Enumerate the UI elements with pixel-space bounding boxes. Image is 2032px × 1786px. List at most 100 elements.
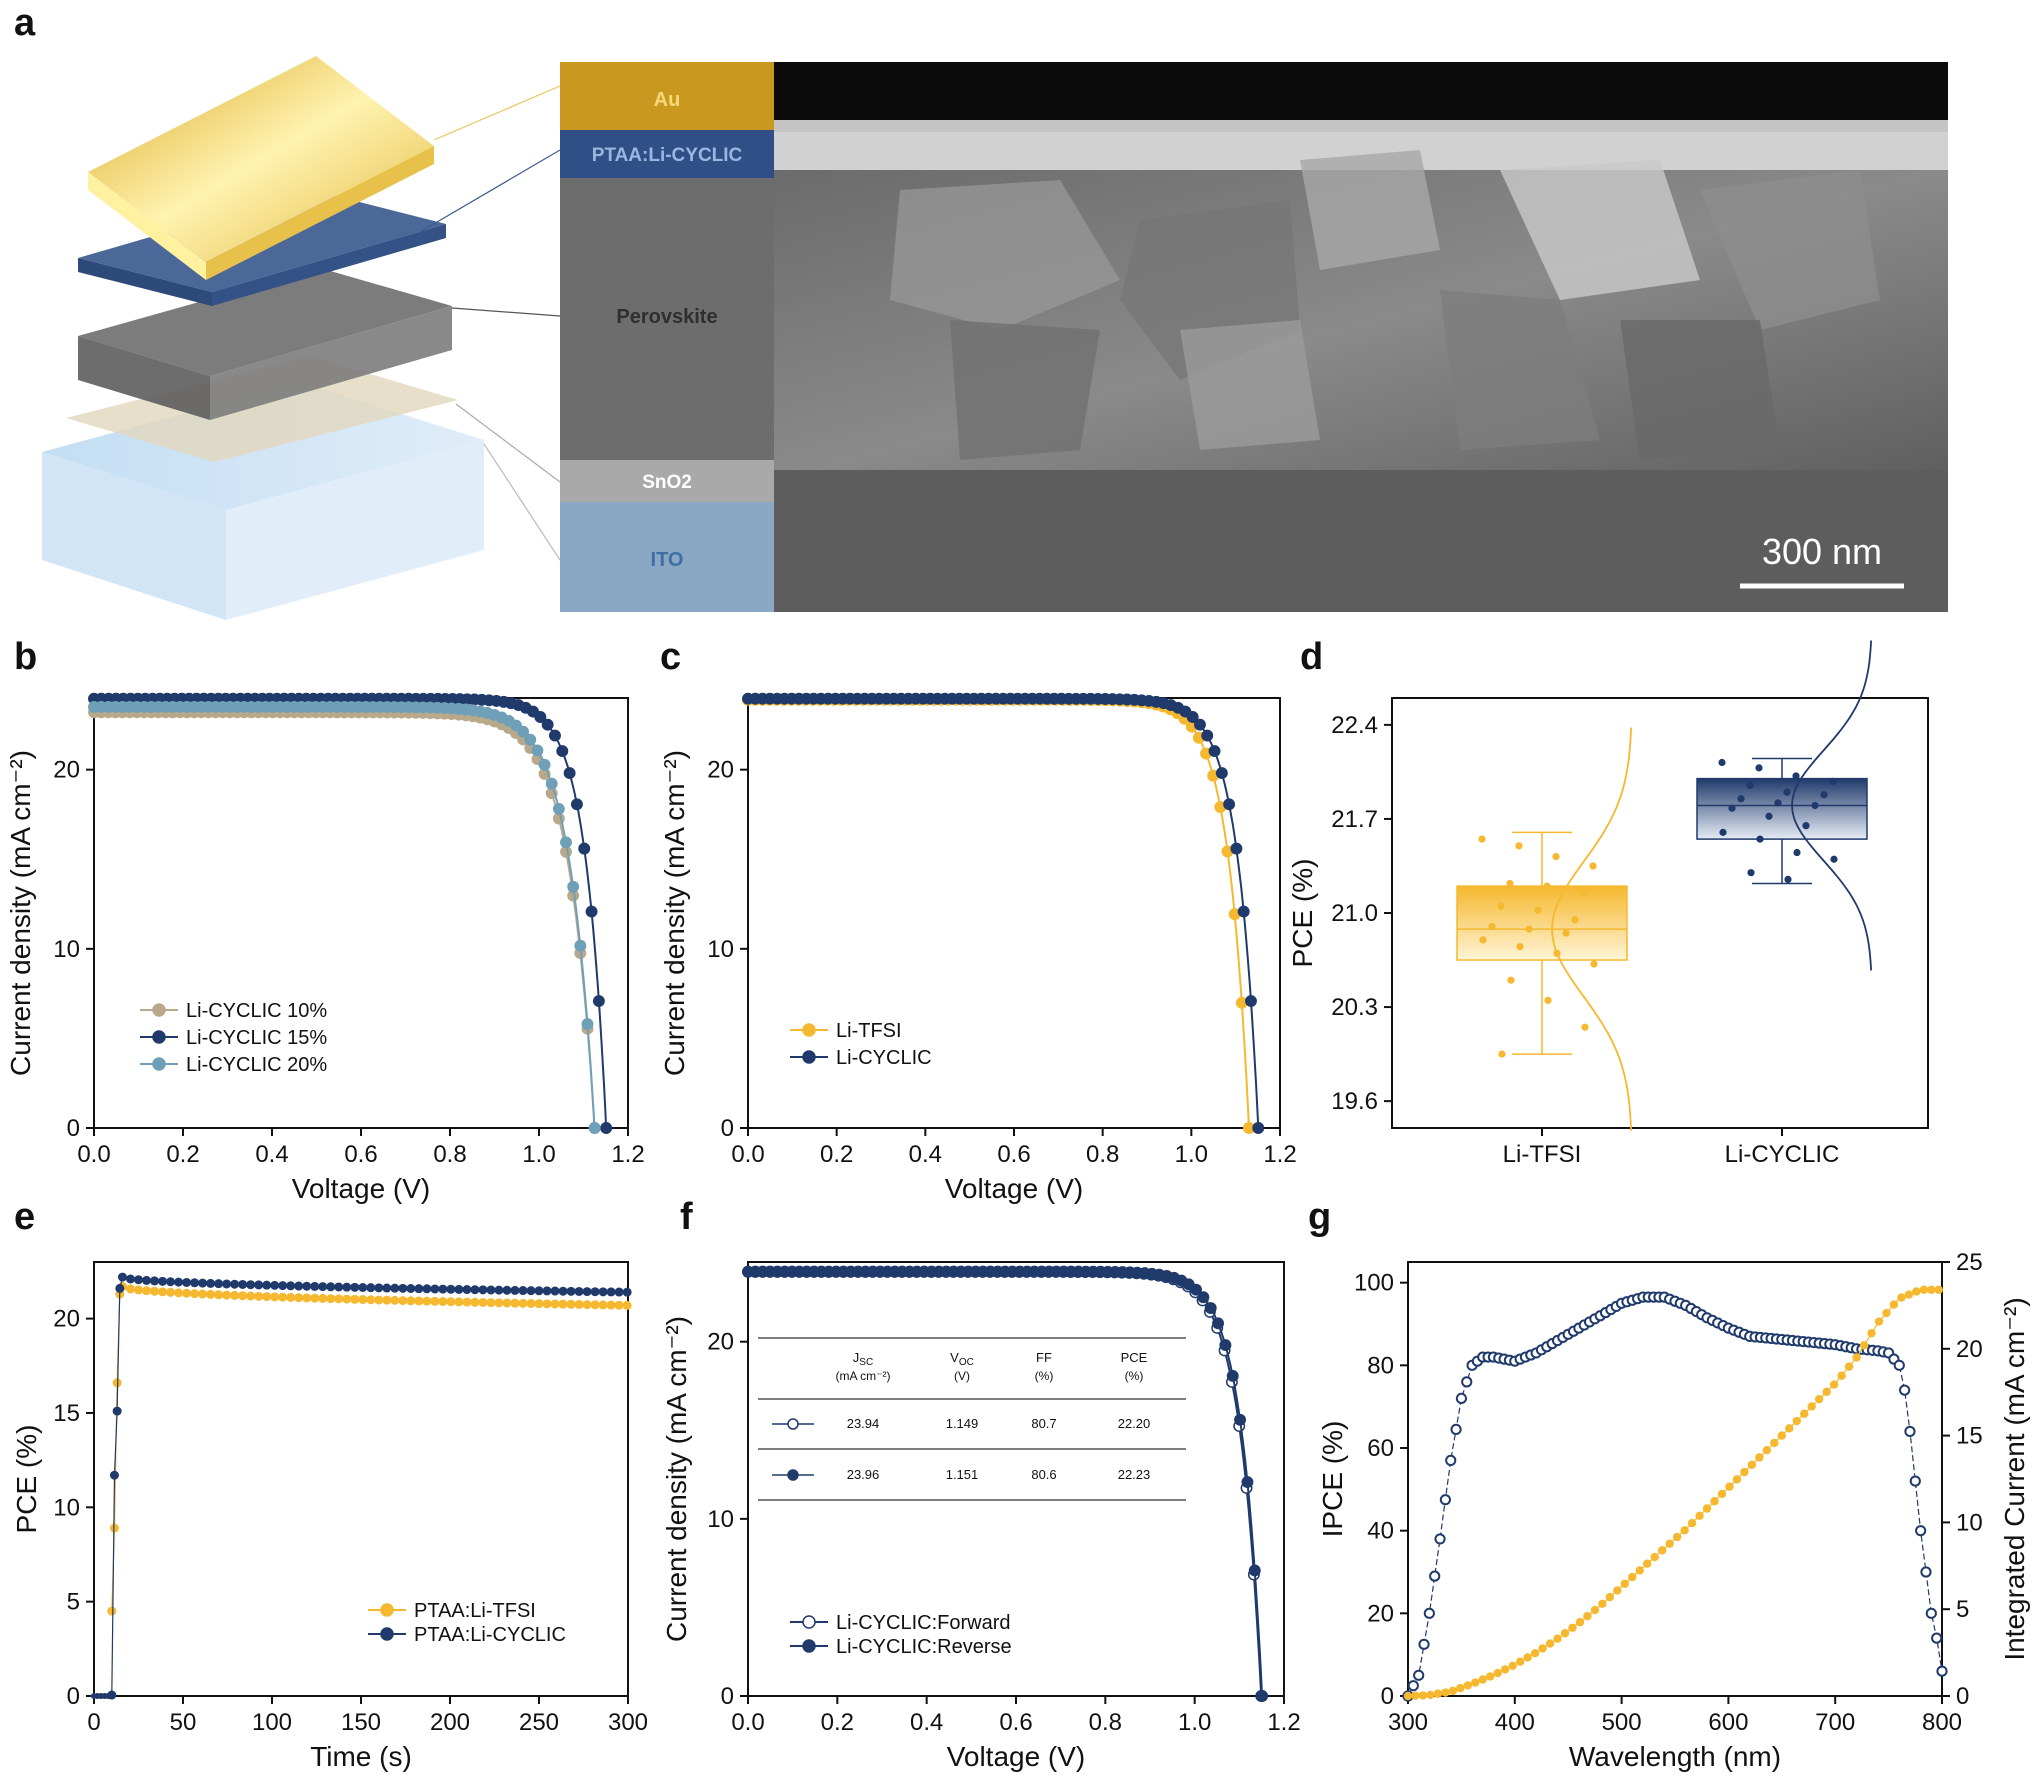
data-point	[1687, 1518, 1697, 1528]
data-point	[1852, 1353, 1861, 1362]
box-point	[1783, 788, 1791, 796]
series-line-ptaa-li-tfsi	[111, 1285, 628, 1612]
panel-letter-c: c	[660, 636, 682, 678]
panel-c-xaxis-label: Voltage (V)	[945, 1173, 1084, 1204]
data-point	[1837, 1371, 1846, 1380]
panel-c-ytick-label: 0	[721, 1115, 734, 1142]
panel-g-ytick-label: 20	[1367, 1600, 1394, 1627]
panel-g-plot-frame	[1407, 1261, 1943, 1697]
panel-c-xtick-label: 0.4	[909, 1141, 942, 1168]
data-point	[1740, 1467, 1749, 1477]
data-point	[1882, 1308, 1891, 1318]
panel-b-yaxis-label: Current density (mA cm⁻²)	[5, 750, 36, 1076]
box-point	[1506, 879, 1514, 888]
panel-letter-f: f	[680, 1196, 693, 1238]
data-point	[1493, 1668, 1502, 1678]
box-point	[1498, 1050, 1506, 1058]
device-stack-illustration	[42, 56, 561, 620]
data-point	[1732, 1475, 1742, 1484]
table-cell: 22.23	[1118, 1467, 1151, 1482]
data-point	[1411, 1691, 1420, 1700]
legend-entry: Li-CYCLIC 20%	[186, 1054, 327, 1076]
data-point	[1931, 1632, 1943, 1644]
data-point	[1628, 1572, 1637, 1582]
data-point	[1598, 1599, 1607, 1609]
box-point	[1737, 795, 1745, 803]
panel-b-xtick-label: 0.2	[166, 1141, 199, 1168]
table-header: JSC	[853, 1350, 873, 1368]
box-point	[1516, 942, 1524, 951]
data-point	[567, 880, 580, 893]
data-point	[1190, 1283, 1202, 1296]
data-point	[1925, 1607, 1937, 1619]
data-point	[1212, 1317, 1224, 1330]
data-point	[1755, 1453, 1764, 1462]
panel-f-yaxis-label: Current density (mA cm⁻²)	[661, 1316, 692, 1642]
distribution-curve	[1791, 640, 1872, 971]
panel-c-xtick-label: 0.8	[1086, 1141, 1119, 1168]
legend-marker	[380, 1627, 394, 1641]
panel-f-ytick-label: 20	[707, 1329, 734, 1356]
box-point	[1544, 996, 1552, 1004]
data-point	[1613, 1586, 1622, 1595]
legend-marker	[802, 1050, 816, 1064]
legend-entry: Li-CYCLIC:Reverse	[836, 1636, 1012, 1658]
data-point	[1800, 1409, 1809, 1418]
data-point	[1553, 1634, 1562, 1643]
panel-b-ytick-label: 0	[67, 1115, 80, 1142]
panel-g-chart: 300 400 500 600 700 8000204060801000510152025…	[1317, 1249, 2030, 1772]
panel-f-xtick-label: 0.8	[1089, 1709, 1122, 1736]
table-header-unit: (V)	[954, 1369, 970, 1383]
scale-bar-label: 300 nm	[1762, 531, 1882, 572]
panel-f-chart: 0.0 0.2 0.4 0.6 0.8 1.0 1.2 0 10 20 Voltage (V) Cur…	[661, 1261, 1301, 1772]
data-point	[1814, 1394, 1824, 1404]
data-point	[1450, 1423, 1462, 1436]
panel-g-xtick-label: 700	[1815, 1709, 1855, 1736]
data-point	[1500, 1665, 1510, 1674]
data-point	[585, 905, 598, 918]
box-point	[1543, 882, 1551, 890]
panel-e-ytick-label: 20	[53, 1306, 80, 1333]
data-point	[1867, 1328, 1876, 1338]
data-point	[592, 995, 605, 1007]
table-cell: 22.20	[1118, 1416, 1151, 1431]
data-point	[1186, 711, 1199, 723]
data-point	[1583, 1611, 1592, 1621]
legend-entry: Li-CYCLIC:Forward	[836, 1612, 1010, 1634]
data-point	[1433, 1689, 1443, 1698]
box-point	[1829, 777, 1837, 785]
panel-g-yaxis-label: IPCE (%)	[1317, 1421, 1348, 1538]
panel-b-xtick-label: 0.0	[77, 1141, 110, 1168]
data-point	[1909, 1475, 1921, 1487]
panel-f-xtick-label: 0.2	[821, 1709, 854, 1736]
panel-g-ytick-label: 60	[1367, 1435, 1394, 1462]
panel-g-xtick-label: 800	[1922, 1709, 1962, 1736]
panel-c-xtick-label: 0.0	[731, 1141, 764, 1168]
table-header-unit: (%)	[1035, 1369, 1054, 1383]
data-point	[1936, 1665, 1948, 1677]
panel-g-xtick-label: 300	[1388, 1709, 1428, 1736]
data-point	[1568, 1623, 1577, 1632]
panel-g-y2tick-label: 10	[1956, 1509, 1983, 1536]
box-point	[1830, 855, 1838, 863]
panel-g-xaxis-label: Wavelength (nm)	[1569, 1741, 1781, 1772]
box-point	[1581, 1023, 1589, 1031]
panel-f-xtick-label: 1.0	[1178, 1709, 1211, 1736]
box-point	[1802, 822, 1810, 830]
data-point	[1194, 718, 1206, 731]
box-point	[1728, 804, 1736, 812]
table-header: PCE	[1121, 1350, 1148, 1365]
data-point	[1927, 1285, 1936, 1294]
box-point	[1792, 772, 1800, 780]
box-point	[1747, 869, 1755, 877]
data-point	[1219, 1339, 1232, 1352]
data-point	[1530, 1649, 1540, 1658]
data-point	[1934, 1285, 1943, 1294]
panel-g-y2tick-label: 15	[1956, 1423, 1983, 1450]
panel-e-ytick-label: 0	[67, 1683, 80, 1710]
data-point	[538, 758, 551, 771]
data-point	[524, 733, 537, 746]
panel-b-ytick-label: 20	[53, 757, 80, 784]
box-point	[1765, 812, 1773, 820]
panel-f-xaxis-label: Voltage (V)	[947, 1741, 1086, 1772]
